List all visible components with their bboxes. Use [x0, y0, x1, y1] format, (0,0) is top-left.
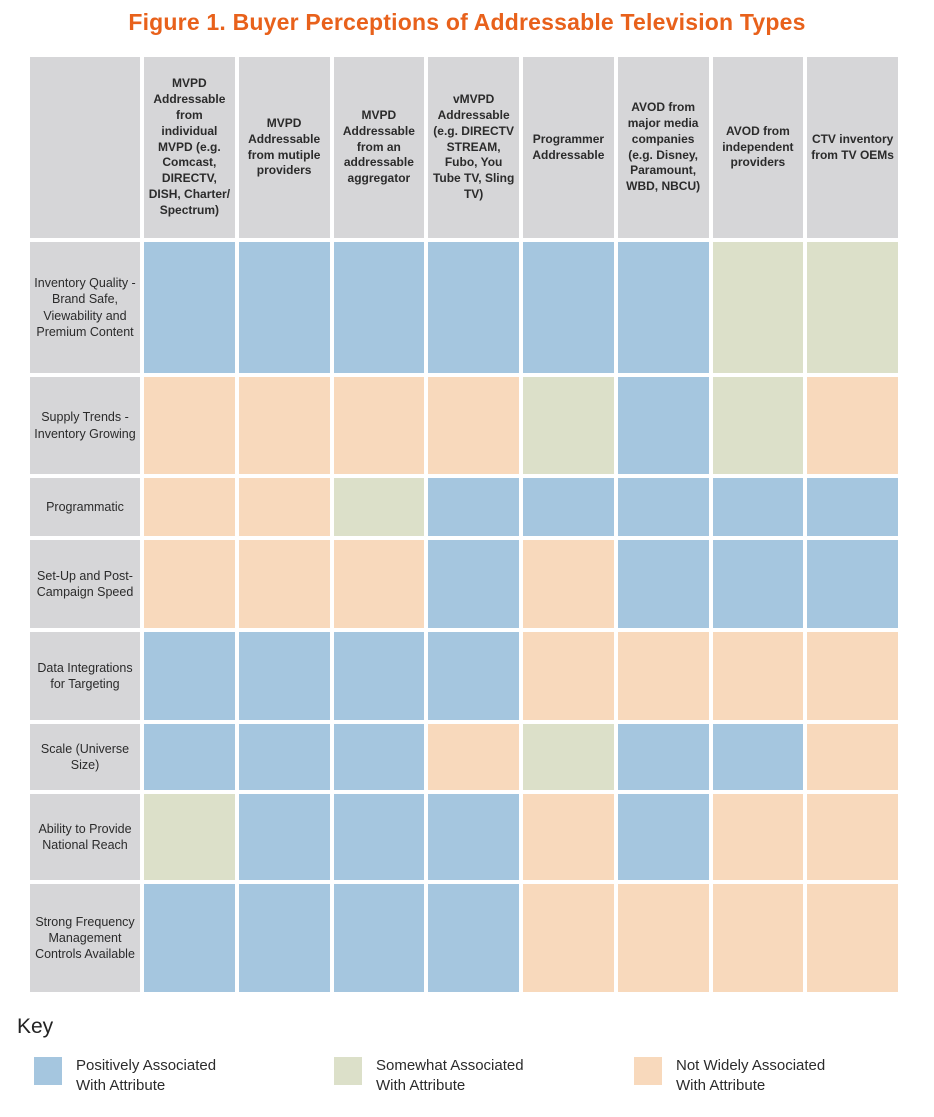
legend-label-positive: Positively Associated With Attribute — [76, 1057, 217, 1095]
matrix-cell-r7-c2 — [238, 794, 330, 880]
matrix-cell-r4-c7 — [712, 540, 804, 628]
row-label-7: Ability to Provide National Reach — [30, 794, 140, 880]
column-header-8: CTV inventory from TV OEMs — [807, 57, 898, 238]
matrix-cell-r1-c1 — [144, 242, 235, 373]
matrix-cell-r2-c2 — [238, 377, 330, 474]
legend-item-positive: Positively Associated With Attribute — [34, 1056, 334, 1097]
perception-matrix: MVPD Addressable from individual MVPD (e… — [30, 57, 898, 992]
column-header-7: AVOD from independent providers — [712, 57, 804, 238]
matrix-cell-r1-c4 — [428, 242, 519, 373]
matrix-cell-r7-c7 — [712, 794, 804, 880]
matrix-cell-r8-c7 — [712, 884, 804, 992]
matrix-cell-r4-c3 — [333, 540, 425, 628]
row-label-6: Scale (Universe Size) — [30, 724, 140, 790]
matrix-cell-r4-c4 — [428, 540, 519, 628]
matrix-cell-r7-c4 — [428, 794, 519, 880]
matrix-cell-r2-c6 — [617, 377, 709, 474]
legend: Positively Associated With Attribute Som… — [34, 1056, 934, 1097]
matrix-cell-r3-c1 — [144, 478, 235, 536]
positive-swatch — [34, 1057, 62, 1085]
column-header-4: vMVPD Addressable (e.g. DIRECTV STREAM, … — [428, 57, 519, 238]
row-label-8: Strong Frequency Management Controls Ava… — [30, 884, 140, 992]
corner-cell — [30, 57, 140, 238]
matrix-cell-r1-c8 — [807, 242, 898, 373]
matrix-cell-r3-c5 — [523, 478, 614, 536]
legend-label-somewhat: Somewhat Associated With Attribute — [376, 1057, 524, 1095]
matrix-cell-r5-c4 — [428, 632, 519, 720]
row-label-2: Supply Trends - Inventory Growing — [30, 377, 140, 474]
matrix-cell-r5-c6 — [617, 632, 709, 720]
matrix-cell-r7-c6 — [617, 794, 709, 880]
matrix-cell-r2-c5 — [523, 377, 614, 474]
matrix-cell-r1-c5 — [523, 242, 614, 373]
matrix-cell-r3-c4 — [428, 478, 519, 536]
somewhat-swatch — [334, 1057, 362, 1085]
matrix-cell-r6-c7 — [712, 724, 804, 790]
matrix-cell-r2-c1 — [144, 377, 235, 474]
matrix-cell-r5-c3 — [333, 632, 425, 720]
matrix-cell-r5-c5 — [523, 632, 614, 720]
matrix-cell-r6-c1 — [144, 724, 235, 790]
matrix-cell-r4-c6 — [617, 540, 709, 628]
legend-item-not-widely: Not Widely Associated With Attribute — [634, 1056, 934, 1097]
matrix-cell-r8-c1 — [144, 884, 235, 992]
matrix-cell-r7-c5 — [523, 794, 614, 880]
matrix-cell-r3-c6 — [617, 478, 709, 536]
matrix-cell-r4-c1 — [144, 540, 235, 628]
figure-title: Figure 1. Buyer Perceptions of Addressab… — [128, 9, 806, 35]
matrix-cell-r8-c5 — [523, 884, 614, 992]
matrix-cell-r3-c8 — [807, 478, 898, 536]
matrix-cell-r1-c3 — [333, 242, 425, 373]
matrix-cell-r4-c5 — [523, 540, 614, 628]
matrix-cell-r6-c8 — [807, 724, 898, 790]
matrix-cell-r4-c8 — [807, 540, 898, 628]
matrix-cell-r6-c6 — [617, 724, 709, 790]
row-label-5: Data Integrations for Targeting — [30, 632, 140, 720]
matrix-cell-r3-c3 — [333, 478, 425, 536]
matrix-cell-r2-c3 — [333, 377, 425, 474]
matrix-cell-r6-c5 — [523, 724, 614, 790]
matrix-cell-r2-c4 — [428, 377, 519, 474]
row-label-3: Programmatic — [30, 478, 140, 536]
matrix-cell-r4-c2 — [238, 540, 330, 628]
matrix-cell-r1-c7 — [712, 242, 804, 373]
column-header-3: MVPD Addressable from an addressable agg… — [333, 57, 425, 238]
matrix-cell-r5-c2 — [238, 632, 330, 720]
matrix-cell-r6-c4 — [428, 724, 519, 790]
matrix-cell-r2-c8 — [807, 377, 898, 474]
matrix-cell-r8-c6 — [617, 884, 709, 992]
matrix-cell-r8-c4 — [428, 884, 519, 992]
matrix-cell-r8-c8 — [807, 884, 898, 992]
matrix-cell-r7-c3 — [333, 794, 425, 880]
legend-item-somewhat: Somewhat Associated With Attribute — [334, 1056, 634, 1097]
matrix-cell-r1-c2 — [238, 242, 330, 373]
matrix-cell-r6-c3 — [333, 724, 425, 790]
matrix-cell-r8-c2 — [238, 884, 330, 992]
matrix-cell-r3-c7 — [712, 478, 804, 536]
column-header-1: MVPD Addressable from individual MVPD (e… — [144, 57, 235, 238]
row-label-1: Inventory Quality - Brand Safe, Viewabil… — [30, 242, 140, 373]
matrix-cell-r5-c8 — [807, 632, 898, 720]
legend-label-not-widely: Not Widely Associated With Attribute — [676, 1057, 826, 1095]
column-header-2: MVPD Addressable from mutiple providers — [238, 57, 330, 238]
matrix-cell-r5-c1 — [144, 632, 235, 720]
matrix-cell-r3-c2 — [238, 478, 330, 536]
matrix-cell-r1-c6 — [617, 242, 709, 373]
matrix-cell-r6-c2 — [238, 724, 330, 790]
matrix-cell-r5-c7 — [712, 632, 804, 720]
matrix-cell-r2-c7 — [712, 377, 804, 474]
key-heading: Key — [17, 1015, 54, 1038]
column-header-6: AVOD from major media companies (e.g. Di… — [617, 57, 709, 238]
matrix-cell-r7-c8 — [807, 794, 898, 880]
not-widely-swatch — [634, 1057, 662, 1085]
matrix-cell-r7-c1 — [144, 794, 235, 880]
matrix-cell-r8-c3 — [333, 884, 425, 992]
column-header-5: Programmer Addressable — [523, 57, 614, 238]
row-label-4: Set-Up and Post-Campaign Speed — [30, 540, 140, 628]
